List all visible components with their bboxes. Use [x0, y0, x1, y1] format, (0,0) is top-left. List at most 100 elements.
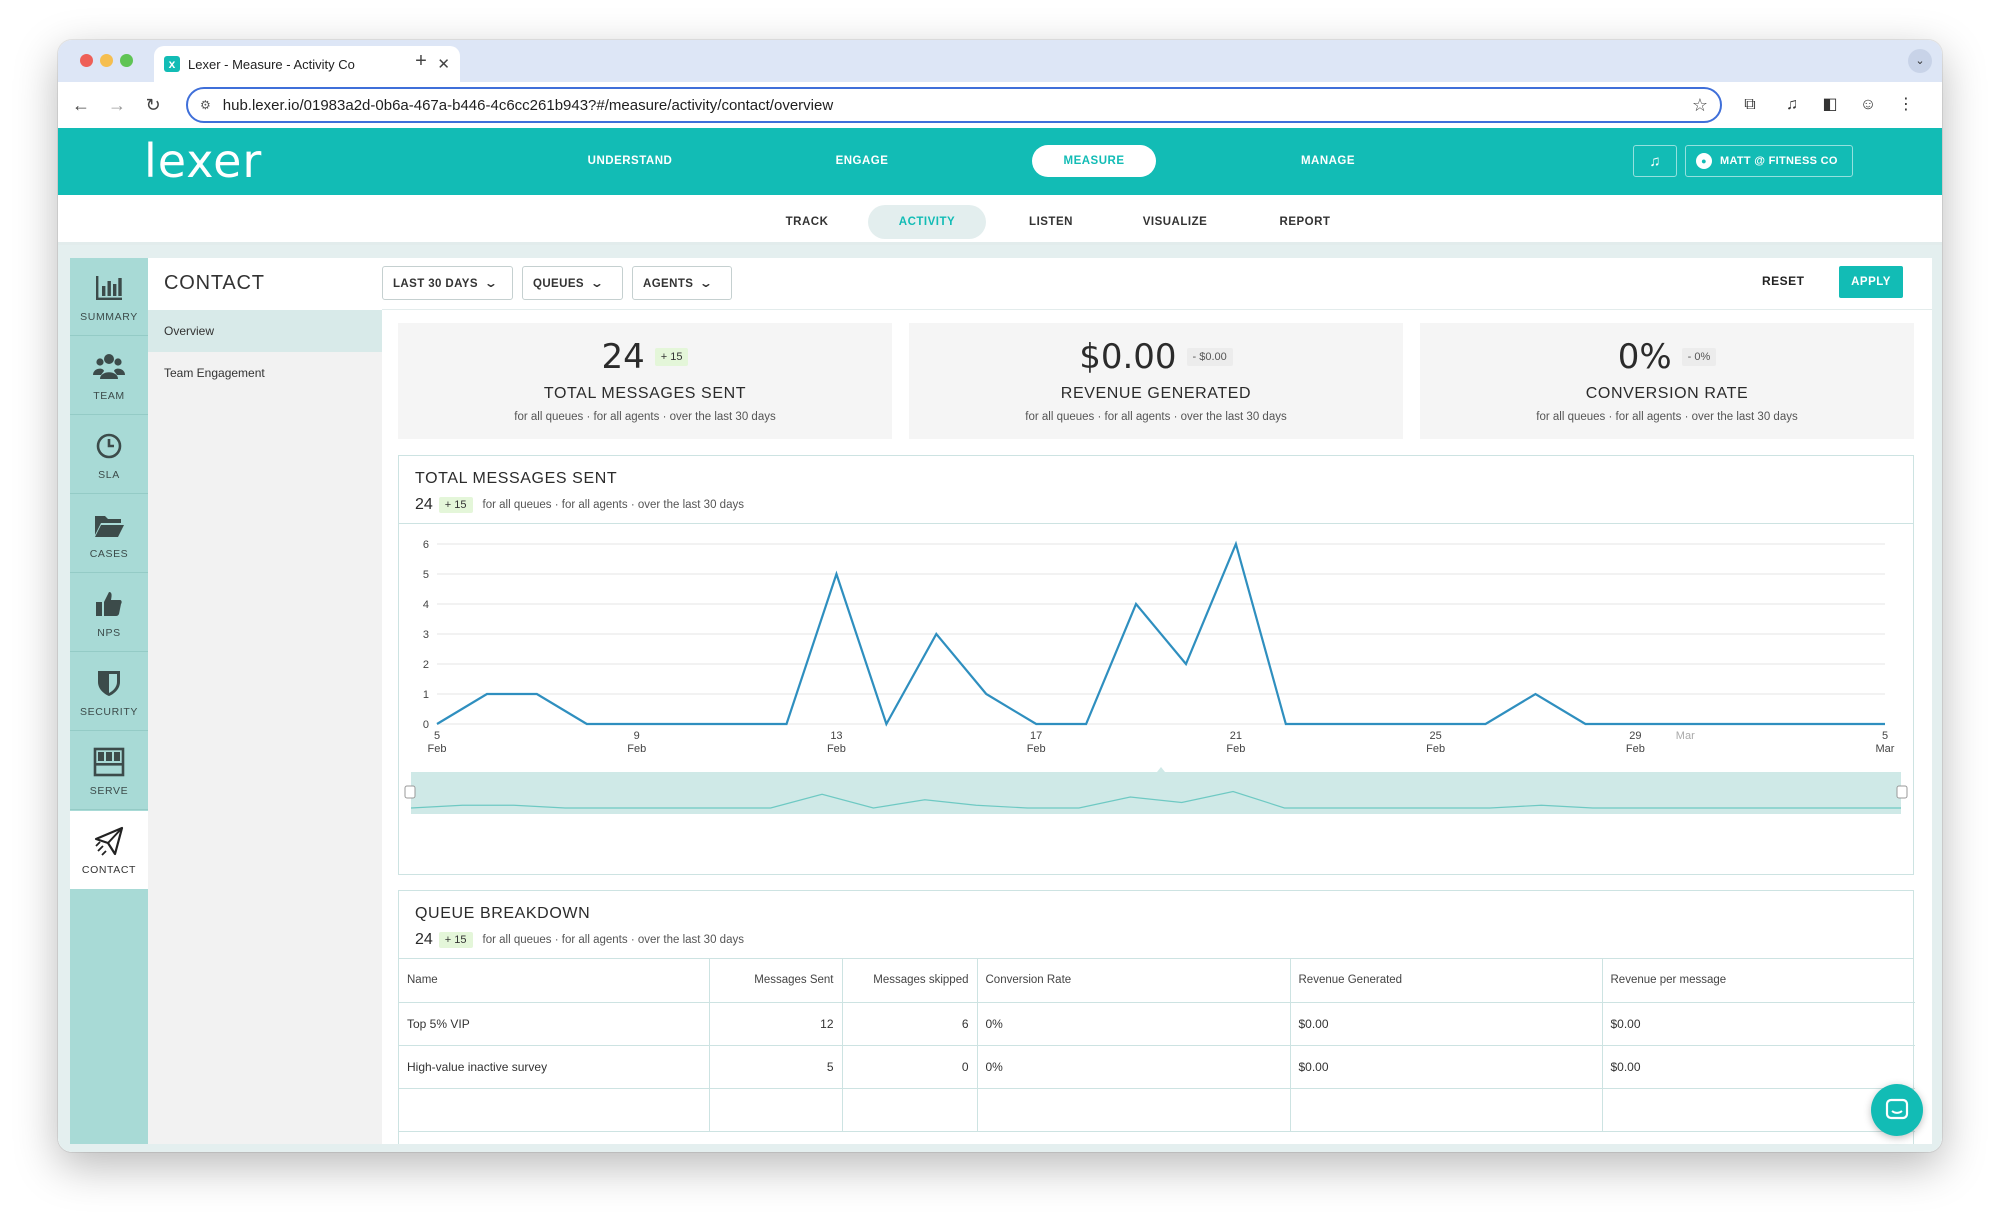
paper-plane-icon	[94, 826, 124, 856]
address-bar[interactable]: ⚙ hub.lexer.io/01983a2d-0b6a-467a-b446-4…	[186, 87, 1722, 123]
panel-title: TOTAL MESSAGES SENT	[415, 470, 618, 487]
table-row[interactable]: Top 5% VIP 12 6 0% $0.00 $0.00	[399, 1002, 1915, 1046]
kpi-subtext: for all queues · for all agents · over t…	[1536, 411, 1798, 423]
chevron-down-icon: ⌄	[483, 276, 499, 290]
column-header-messages-skipped[interactable]: Messages skipped	[842, 959, 978, 1003]
x-tick-label: 25	[1429, 730, 1441, 742]
extensions-icon[interactable]: ⧉	[1744, 96, 1756, 113]
panel-count: 24	[415, 931, 433, 948]
reset-button[interactable]: RESET	[1762, 274, 1805, 288]
kpi-subtext: for all queues · for all agents · over t…	[514, 411, 776, 423]
media-controls-icon[interactable]: ♫	[1786, 96, 1798, 113]
nav-measure[interactable]: MEASURE	[1032, 145, 1156, 177]
close-window-button[interactable]	[80, 54, 93, 67]
y-tick-label: 4	[423, 599, 429, 611]
kpi-value: 24	[601, 337, 645, 377]
sidebar-link-overview[interactable]: Overview	[148, 310, 382, 352]
minimize-window-button[interactable]	[100, 54, 113, 67]
user-menu-button[interactable]: ● MATT @ FITNESS CO	[1685, 145, 1853, 177]
table-header-row: Name Messages Sent Messages skipped Conv…	[399, 959, 1915, 1003]
rail-label-cases: CASES	[89, 548, 129, 560]
y-tick-label: 3	[423, 629, 429, 641]
rail-item-cases[interactable]: CASES	[70, 495, 148, 573]
messages-line-chart[interactable]: 01234565Feb9Feb13Feb17Feb21Feb25Feb29Feb…	[399, 524, 1913, 874]
profile-avatar-icon[interactable]: ☺	[1859, 96, 1877, 113]
apply-button[interactable]: APPLY	[1839, 266, 1903, 298]
rail-item-security[interactable]: SECURITY	[70, 653, 148, 731]
browser-tab[interactable]: x Lexer - Measure - Activity Co ✕	[154, 46, 460, 82]
subnav-track[interactable]: TRACK	[785, 216, 829, 228]
rail-item-summary[interactable]: SUMMARY	[70, 258, 148, 336]
tab-title: Lexer - Measure - Activity Co	[188, 56, 355, 72]
x-tick-label: Feb	[1027, 743, 1046, 755]
sub-navigation: TRACK ACTIVITY LISTEN VISUALIZE REPORT	[58, 195, 1942, 245]
kpi-card-conversion: 0% - 0% CONVERSION RATE for all queues ·…	[1420, 323, 1914, 439]
agents-dropdown[interactable]: AGENTS ⌄	[632, 266, 732, 300]
subnav-visualize[interactable]: VISUALIZE	[1142, 216, 1208, 228]
shield-icon	[98, 671, 120, 696]
notifications-bell-icon[interactable]: ♫	[1633, 145, 1677, 177]
side-panel-icon[interactable]: ◧	[1822, 96, 1838, 113]
cell-revenue-generated: $0.00	[1290, 1045, 1603, 1089]
queues-dropdown[interactable]: QUEUES ⌄	[522, 266, 623, 300]
rail-item-serve[interactable]: SERVE	[70, 732, 148, 810]
browser-toolbar: ← → ↻ ⚙ hub.lexer.io/01983a2d-0b6a-467a-…	[58, 82, 1942, 128]
clock-icon	[96, 433, 122, 459]
rail-item-nps[interactable]: NPS	[70, 574, 148, 652]
rail-item-contact[interactable]: CONTACT	[70, 811, 148, 889]
x-tick-label: Feb	[627, 743, 646, 755]
cell-revenue-per-message: $0.00	[1602, 1002, 1915, 1046]
bookmark-star-icon[interactable]: ☆	[1691, 94, 1708, 115]
maximize-window-button[interactable]	[120, 54, 133, 67]
top-navigation: lexer UNDERSTAND ENGAGE MEASURE MANAGE ♫…	[58, 128, 1942, 195]
contact-sidebar: CONTACT Overview Team Engagement	[148, 258, 382, 1144]
rail-item-sla[interactable]: SLA	[70, 416, 148, 494]
kpi-delta-badge: + 15	[654, 348, 689, 366]
user-label: MATT @ FITNESS CO	[1720, 155, 1838, 167]
tab-close-icon[interactable]: ✕	[437, 56, 450, 73]
rail-item-team[interactable]: TEAM	[70, 337, 148, 415]
table-row-partial	[399, 1088, 1915, 1132]
subnav-listen[interactable]: LISTEN	[1029, 216, 1073, 228]
date-range-dropdown[interactable]: LAST 30 DAYS ⌄	[382, 266, 513, 300]
column-header-name[interactable]: Name	[399, 959, 710, 1003]
forward-icon[interactable]: →	[108, 95, 126, 115]
nav-engage[interactable]: ENGAGE	[835, 155, 889, 167]
new-tab-button[interactable]: +	[415, 50, 427, 72]
date-range-label: LAST 30 DAYS	[393, 278, 478, 290]
kpi-value: $0.00	[1079, 337, 1177, 377]
site-settings-icon[interactable]: ⚙	[200, 98, 211, 112]
cell-revenue-generated: $0.00	[1290, 1002, 1603, 1046]
sidebar-link-team-engagement[interactable]: Team Engagement	[164, 366, 265, 380]
column-header-conversion-rate[interactable]: Conversion Rate	[977, 959, 1291, 1003]
tab-search-icon[interactable]: ⌄	[1908, 49, 1932, 73]
table-row[interactable]: High-value inactive survey 5 0 0% $0.00 …	[399, 1045, 1915, 1089]
sidebar-title: CONTACT	[148, 258, 382, 310]
kpi-label: REVENUE GENERATED	[1060, 385, 1252, 402]
cell-messages-sent: 5	[709, 1045, 843, 1089]
x-tick-label: Feb	[1426, 743, 1445, 755]
subnav-report[interactable]: REPORT	[1279, 216, 1331, 228]
column-header-messages-sent[interactable]: Messages Sent	[709, 959, 843, 1003]
navigator-window	[411, 772, 1901, 814]
column-header-revenue-per-message[interactable]: Revenue per message	[1602, 959, 1915, 1003]
chevron-down-icon: ⌄	[699, 276, 714, 290]
nav-understand[interactable]: UNDERSTAND	[587, 155, 673, 167]
cell-messages-skipped: 6	[842, 1002, 978, 1046]
subnav-activity[interactable]: ACTIVITY	[868, 205, 986, 239]
back-icon[interactable]: ←	[72, 95, 90, 115]
panel-subtext: for all queues · for all agents · over t…	[482, 934, 744, 946]
chat-help-button[interactable]	[1871, 1084, 1923, 1136]
cell-conversion-rate: 0%	[977, 1002, 1291, 1046]
nav-manage[interactable]: MANAGE	[1300, 155, 1356, 167]
cell-conversion-rate: 0%	[977, 1045, 1291, 1089]
column-header-revenue-generated[interactable]: Revenue Generated	[1290, 959, 1603, 1003]
rail-label-serve: SERVE	[89, 785, 129, 797]
team-icon	[93, 354, 125, 379]
lexer-logo[interactable]: lexer	[144, 134, 263, 188]
browser-window: x Lexer - Measure - Activity Co ✕ + ⌄ ← …	[58, 40, 1942, 1152]
url-text[interactable]: hub.lexer.io/01983a2d-0b6a-467a-b446-4c6…	[222, 96, 834, 114]
reload-icon[interactable]: ↻	[145, 95, 161, 115]
browser-menu-icon[interactable]: ⋮	[1898, 96, 1914, 113]
tab-bar: x Lexer - Measure - Activity Co ✕ + ⌄	[58, 40, 1942, 82]
